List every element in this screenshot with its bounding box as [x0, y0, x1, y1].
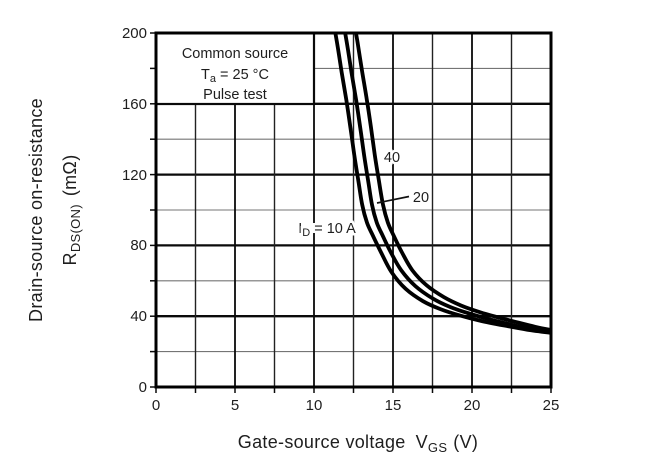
curve-10A [333, 33, 551, 335]
x-tick-20: 20 [464, 397, 481, 414]
temp-subscript: a [210, 73, 217, 85]
y-tick-0: 0 [139, 379, 147, 396]
current-symbol: I [298, 221, 302, 237]
y-axis-var-subscript: DS(ON) [68, 204, 83, 252]
y-tick-160: 160 [122, 96, 147, 113]
temp-value: = 25 °C [220, 67, 269, 83]
tick-marks [150, 32, 552, 393]
plot-border [154, 31, 553, 389]
curve-40A [354, 33, 551, 332]
current-value: = 10 A [314, 221, 356, 237]
x-tick-25: 25 [543, 397, 560, 414]
current-subscript: D [302, 227, 310, 239]
condition-pulse-test: Pulse test [203, 87, 267, 103]
y-tick-120: 120 [122, 167, 147, 184]
y-tick-80: 80 [130, 237, 147, 254]
curve-label-20A: 20 [413, 190, 429, 206]
curve-label-40A: 40 [384, 150, 400, 166]
resistance-curves [333, 33, 551, 335]
x-axis-title-text: Gate-source voltage [238, 432, 406, 452]
x-tick-10: 10 [306, 397, 323, 414]
y-axis-var: R [60, 252, 80, 265]
y-tick-labels: 0 40 80 120 160 200 [122, 25, 147, 396]
x-tick-5: 5 [231, 397, 239, 414]
y-tick-200: 200 [122, 25, 147, 42]
x-tick-0: 0 [152, 397, 160, 414]
y-axis-title-line2: RDS(ON) (mΩ) [60, 155, 83, 266]
condition-temperature: Ta = 25 °C [201, 67, 269, 85]
curve-label-20A-leader [376, 195, 410, 204]
x-tick-labels: 0 5 10 15 20 25 [152, 397, 560, 414]
x-tick-15: 15 [385, 397, 402, 414]
conditions-text: Common source Ta = 25 °C Pulse test [182, 46, 288, 103]
condition-common-source: Common source [182, 46, 288, 62]
y-axis-title-line1: Drain-source on-resistance [26, 98, 46, 322]
x-axis-var-subscript: GS [428, 440, 447, 455]
x-axis-unit: (V) [453, 432, 478, 452]
y-axis-unit: (mΩ) [60, 155, 80, 197]
y-tick-40: 40 [130, 308, 147, 325]
curve-20A [343, 33, 551, 334]
temp-symbol: T [201, 67, 210, 83]
x-axis-title: Gate-source voltage VGS (V) [238, 432, 478, 455]
curve-label-10A: ID = 10 A [298, 221, 356, 239]
x-axis-var: V [416, 432, 428, 452]
curve-labels: 40 20 ID = 10 A [296, 148, 432, 242]
